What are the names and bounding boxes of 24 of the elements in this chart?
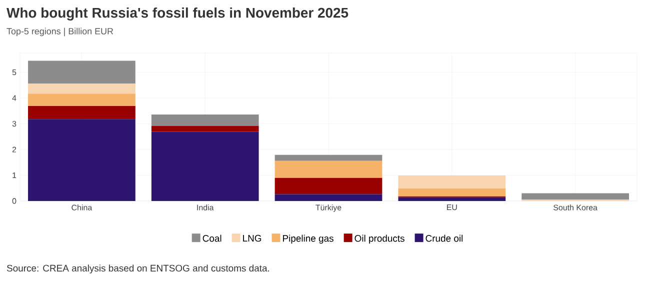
chart-title: Who bought Russia's fossil fuels in November 2025 [6,7,348,21]
bar [151,126,259,132]
source-note: Source: CREA analysis based on ENTSOG and customs data. [6,264,270,274]
legend-label: Crude oil [426,234,463,242]
bar [274,194,382,201]
bar [151,114,259,126]
bar [274,154,382,161]
legend-label: LNG [243,234,262,242]
bar [398,197,506,201]
bar [398,188,506,196]
legend-label: Oil products [354,234,404,244]
legend-label: Coal [202,234,222,242]
bar [28,119,136,201]
bar [522,193,629,200]
bar [151,132,259,201]
bar [398,176,506,188]
bar [274,178,382,194]
legend-label: Pipeline gas [283,234,334,244]
bar [28,84,136,94]
bar [28,106,136,120]
bar [28,60,136,84]
chart-subtitle: Top-5 regions | Billion EUR [6,28,114,36]
bar [274,160,382,178]
bar [28,94,136,106]
